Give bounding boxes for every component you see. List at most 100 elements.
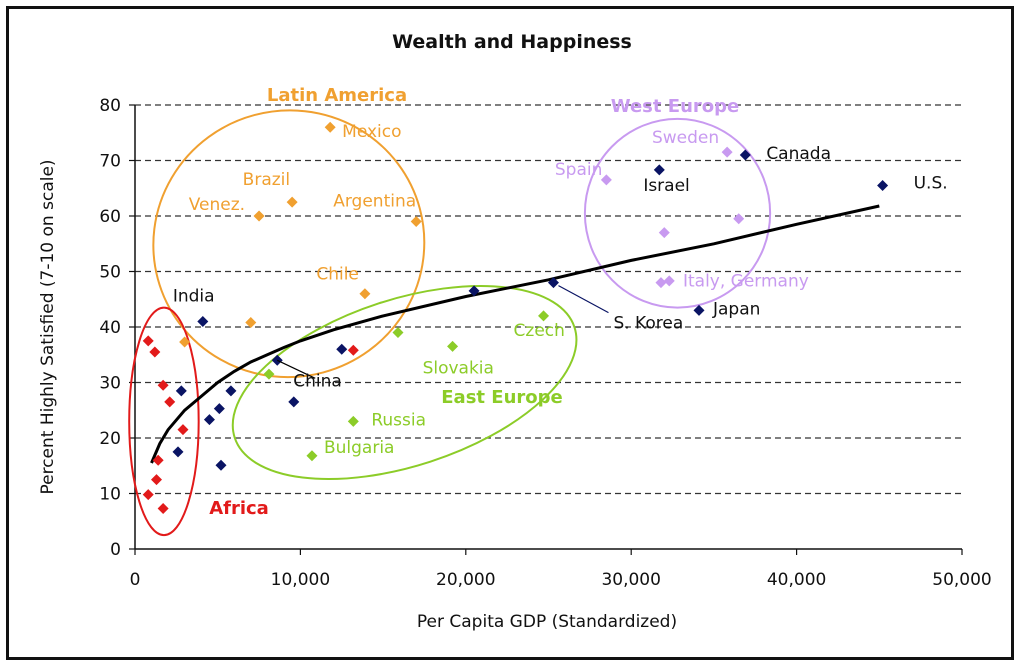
point-label: Spain (555, 160, 603, 180)
data-point (468, 285, 480, 297)
data-point (288, 396, 300, 408)
chart-title: Wealth and Happiness (392, 31, 632, 53)
data-point (151, 474, 163, 486)
group-labels: Latin America West Europe East Europe Afric… (209, 85, 739, 519)
data-point (175, 385, 187, 397)
data-point (547, 277, 559, 289)
data-point (410, 216, 422, 228)
point-label: Argentina (333, 192, 416, 212)
group-label: West Europe (611, 96, 739, 117)
point-label: Bulgaria (324, 438, 395, 458)
point-label: India (173, 286, 215, 306)
data-point (142, 335, 154, 347)
y-tick-label: 80 (99, 96, 121, 116)
point-label: Slovakia (423, 358, 494, 378)
data-point (538, 310, 550, 322)
x-tick-label: 20,000 (436, 570, 495, 590)
data-point (157, 502, 169, 514)
data-point (263, 368, 275, 380)
point-label: Canada (766, 144, 831, 164)
data-point (164, 396, 176, 408)
data-point (359, 288, 371, 300)
leader-line (558, 285, 609, 314)
point-label: China (293, 371, 342, 391)
group-label: East Europe (441, 387, 562, 408)
x-tick-label: 30,000 (601, 570, 660, 590)
data-point (225, 385, 237, 397)
x-tick-label: 50,000 (932, 570, 991, 590)
y-tick-label: 30 (99, 374, 121, 394)
point-label: S. Korea (613, 314, 683, 334)
data-point (655, 277, 667, 289)
point-label: Venez. (189, 195, 245, 215)
point-label: Japan (712, 299, 760, 319)
west-europe-ellipse (583, 117, 772, 309)
point-label: Russia (371, 410, 426, 430)
point-label: Czech (514, 321, 565, 341)
y-tick-label: 20 (99, 429, 121, 449)
data-points (142, 121, 889, 514)
data-point (149, 346, 161, 358)
latin-america-ellipse (152, 109, 426, 379)
point-label: Chile (316, 265, 359, 285)
data-point (877, 179, 889, 191)
data-point (653, 164, 665, 176)
y-axis-title: Percent Highly Satisfied (7-10 on scale) (38, 159, 58, 494)
y-tick-label: 70 (99, 152, 121, 172)
point-label: Italy, Germany (683, 272, 809, 292)
data-point (177, 424, 189, 436)
point-label: Brazil (243, 170, 290, 190)
data-point (693, 304, 705, 316)
data-point (347, 344, 359, 356)
x-tick-label: 40,000 (767, 570, 826, 590)
data-point (447, 340, 459, 352)
group-ellipses (128, 109, 772, 537)
chart-frame (6, 6, 1014, 660)
point-label: Sweden (652, 128, 719, 148)
data-point (739, 149, 751, 161)
y-tick-label: 0 (110, 540, 121, 560)
point-label: U.S. (914, 173, 948, 193)
trend-curve (150, 204, 880, 464)
data-point (336, 343, 348, 355)
data-point (213, 403, 225, 415)
leader-line (276, 359, 316, 379)
x-axis-title: Per Capita GDP (Standardized) (417, 612, 677, 632)
point-label: Israel (643, 176, 689, 196)
data-point (197, 315, 209, 327)
data-point (172, 446, 184, 458)
group-label: Latin America (267, 85, 407, 106)
data-point (324, 121, 336, 133)
data-point (179, 336, 191, 348)
x-tick-label: 0 (130, 570, 141, 590)
point-labels: Mexico Brazil Venez. Argentina Chile Sweden Sp… (173, 122, 948, 458)
data-point (142, 489, 154, 501)
data-point (245, 317, 257, 329)
data-point (392, 327, 404, 339)
grid-lines (135, 104, 962, 495)
data-point (203, 414, 215, 426)
group-label: Africa (209, 498, 269, 519)
data-point (658, 227, 670, 239)
data-point (721, 146, 733, 158)
y-tick-label: 60 (99, 207, 121, 227)
data-point (733, 213, 745, 225)
africa-ellipse (128, 306, 200, 537)
east-europe-ellipse (231, 284, 578, 481)
data-point (306, 450, 318, 462)
data-point (600, 174, 612, 186)
data-point (286, 196, 298, 208)
data-point (215, 459, 227, 471)
data-point (663, 275, 675, 287)
y-tick-label: 50 (99, 263, 121, 283)
y-tick-label: 10 (99, 485, 121, 505)
axes: 0 10 20 30 40 50 60 70 80 0 10,000 20,000 30,000 40,0… (99, 96, 991, 590)
y-tick-label: 40 (99, 318, 121, 338)
data-point (347, 415, 359, 427)
point-label: Mexico (342, 122, 401, 142)
data-point (157, 379, 169, 391)
data-point (152, 454, 164, 466)
x-tick-label: 10,000 (271, 570, 330, 590)
data-point (253, 210, 265, 222)
